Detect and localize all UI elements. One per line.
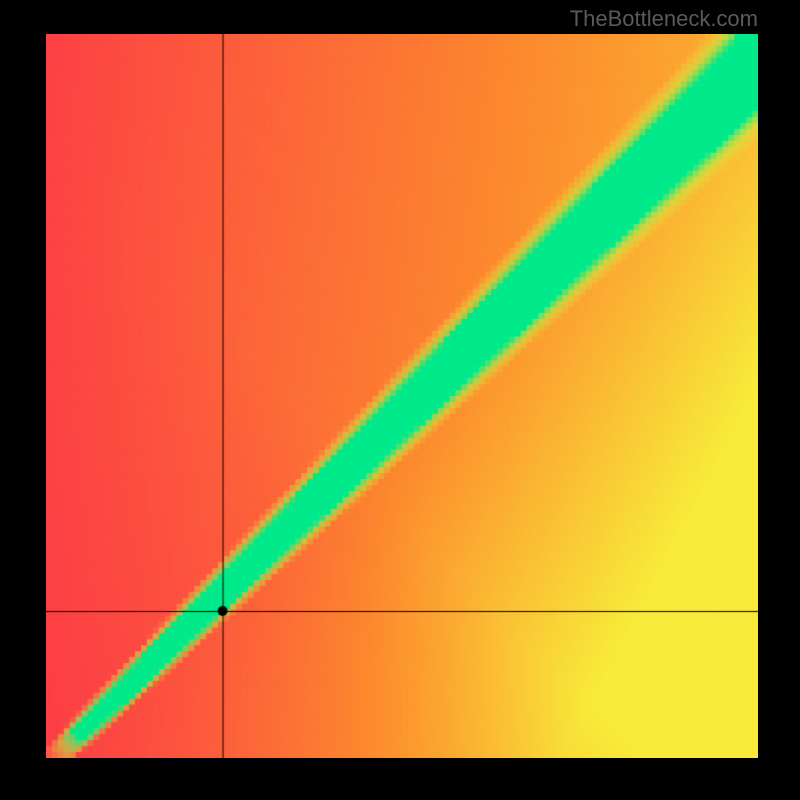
watermark-text: TheBottleneck.com	[570, 6, 758, 32]
bottleneck-heatmap	[46, 34, 758, 758]
